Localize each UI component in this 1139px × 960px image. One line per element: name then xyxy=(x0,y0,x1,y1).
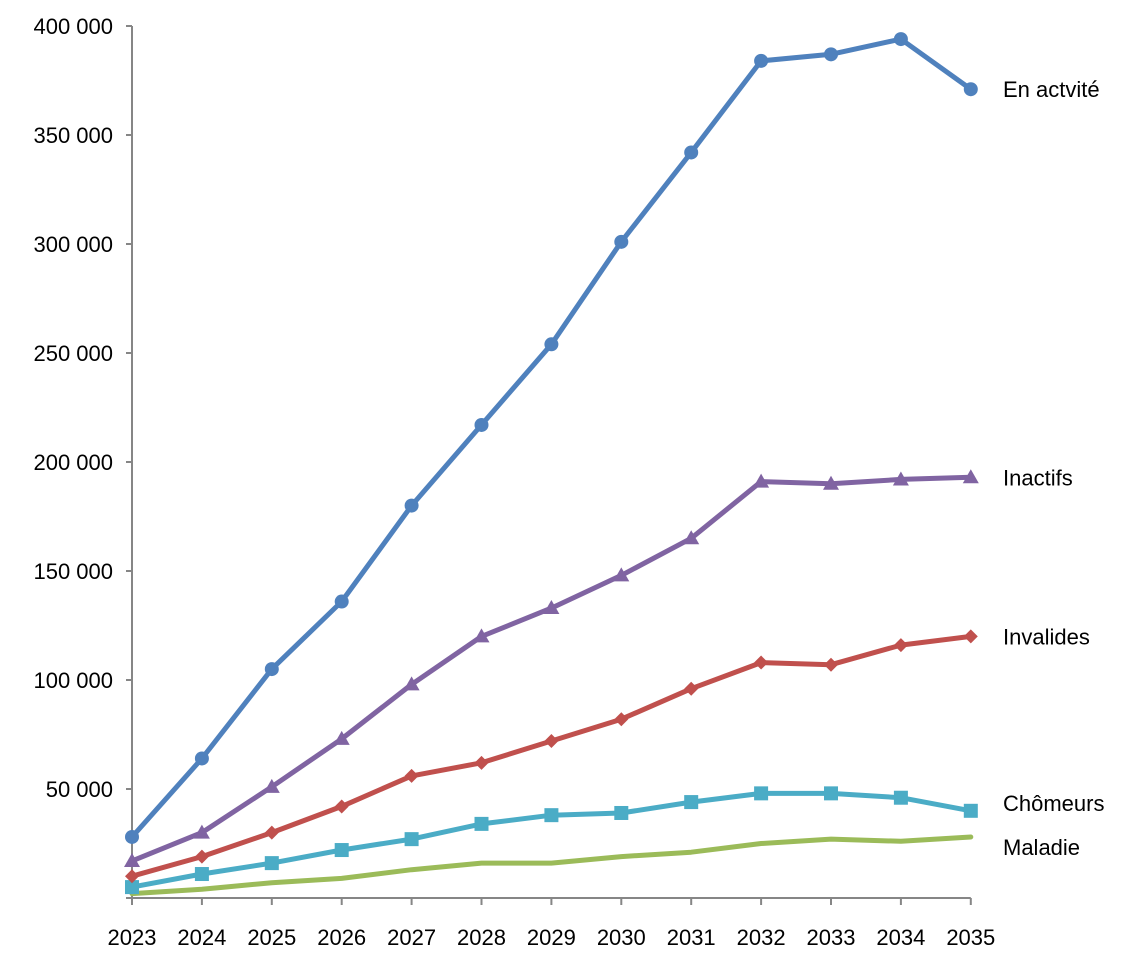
series-layer xyxy=(124,32,979,897)
data-point xyxy=(264,662,279,677)
data-point xyxy=(403,676,420,691)
data-point xyxy=(892,471,909,486)
data-point xyxy=(823,475,839,490)
data-point xyxy=(474,816,489,831)
x-tick-label: 2031 xyxy=(667,925,716,950)
data-point xyxy=(754,786,769,801)
x-tick-label: 2030 xyxy=(597,925,646,950)
y-tick-label: 50 000 xyxy=(46,777,113,802)
series-label: Chômeurs xyxy=(1003,791,1104,816)
x-tick-label: 2028 xyxy=(457,925,506,950)
data-point xyxy=(194,867,209,882)
data-point xyxy=(263,778,280,793)
series-labels: Maladie Chômeurs Invalides Inactifs En actvi… xyxy=(1003,77,1104,860)
data-point xyxy=(824,657,838,672)
series-label: Invalides xyxy=(1003,624,1090,649)
data-point xyxy=(334,594,349,609)
x-tick-label: 2033 xyxy=(807,925,856,950)
x-tick-label: 2035 xyxy=(946,925,995,950)
data-point xyxy=(333,730,350,745)
data-point xyxy=(544,808,559,823)
x-tick-label: 2023 xyxy=(108,925,157,950)
data-point xyxy=(264,825,279,840)
y-tick-label: 250 000 xyxy=(33,341,113,366)
data-point xyxy=(962,469,979,484)
data-point xyxy=(334,843,349,858)
data-point xyxy=(684,681,699,696)
x-tick-label: 2029 xyxy=(527,925,576,950)
series-chomeurs xyxy=(125,786,978,895)
y-tick-label: 200 000 xyxy=(33,450,113,475)
data-point xyxy=(893,32,908,47)
x-tick-label: 2026 xyxy=(317,925,366,950)
data-point xyxy=(544,337,559,352)
y-tick-label: 300 000 xyxy=(33,232,113,257)
chart-axes: 50 000 100 000 150 000 200 000 250 000 300 00… xyxy=(33,14,995,950)
data-point xyxy=(264,856,279,871)
data-point xyxy=(614,234,629,249)
data-point xyxy=(754,655,769,670)
y-tick-label: 400 000 xyxy=(33,14,113,39)
data-point xyxy=(404,768,419,783)
series-en-actvite xyxy=(125,32,978,844)
data-point xyxy=(684,795,699,810)
x-axis-ticks: 2023 2024 2025 2026 2027 2028 2029 2030 2031 2032… xyxy=(108,898,995,950)
y-tick-label: 350 000 xyxy=(33,123,113,148)
data-point xyxy=(404,832,419,847)
data-point xyxy=(474,755,489,770)
series-label: Inactifs xyxy=(1003,465,1073,490)
series-inactifs xyxy=(124,469,979,867)
data-point xyxy=(473,628,490,643)
data-point xyxy=(754,53,769,68)
data-point xyxy=(334,799,349,814)
data-point xyxy=(824,786,838,801)
data-point xyxy=(963,629,978,644)
data-point xyxy=(543,600,560,615)
x-tick-label: 2034 xyxy=(876,925,925,950)
data-point xyxy=(194,751,209,766)
series-line xyxy=(129,834,974,897)
data-point xyxy=(124,852,140,867)
data-point xyxy=(404,498,419,513)
x-tick-label: 2024 xyxy=(177,925,226,950)
x-tick-label: 2027 xyxy=(387,925,436,950)
data-point xyxy=(613,567,630,582)
data-point xyxy=(194,849,209,864)
data-point xyxy=(893,638,908,653)
y-tick-label: 100 000 xyxy=(33,668,113,693)
data-point xyxy=(683,530,700,545)
data-point xyxy=(614,712,629,727)
data-point xyxy=(474,417,489,432)
data-point xyxy=(824,47,838,62)
data-point xyxy=(753,473,770,488)
data-point xyxy=(614,805,629,820)
x-tick-label: 2032 xyxy=(737,925,786,950)
x-tick-label: 2025 xyxy=(247,925,296,950)
series-line xyxy=(129,36,974,840)
data-point xyxy=(125,829,139,844)
series-maladie xyxy=(129,834,974,897)
data-point xyxy=(544,734,559,749)
data-point xyxy=(963,803,978,818)
y-axis-ticks: 50 000 100 000 150 000 200 000 250 000 300 00… xyxy=(33,14,132,899)
series-invalides xyxy=(125,629,978,884)
series-label: Maladie xyxy=(1003,835,1080,860)
series-label: En actvité xyxy=(1003,77,1100,102)
data-point xyxy=(193,824,210,839)
data-point xyxy=(684,145,699,160)
data-point xyxy=(125,869,139,884)
data-point xyxy=(893,790,908,805)
data-point xyxy=(125,880,139,895)
data-point xyxy=(963,82,978,97)
series-line xyxy=(129,474,974,864)
y-tick-label: 150 000 xyxy=(33,559,113,584)
